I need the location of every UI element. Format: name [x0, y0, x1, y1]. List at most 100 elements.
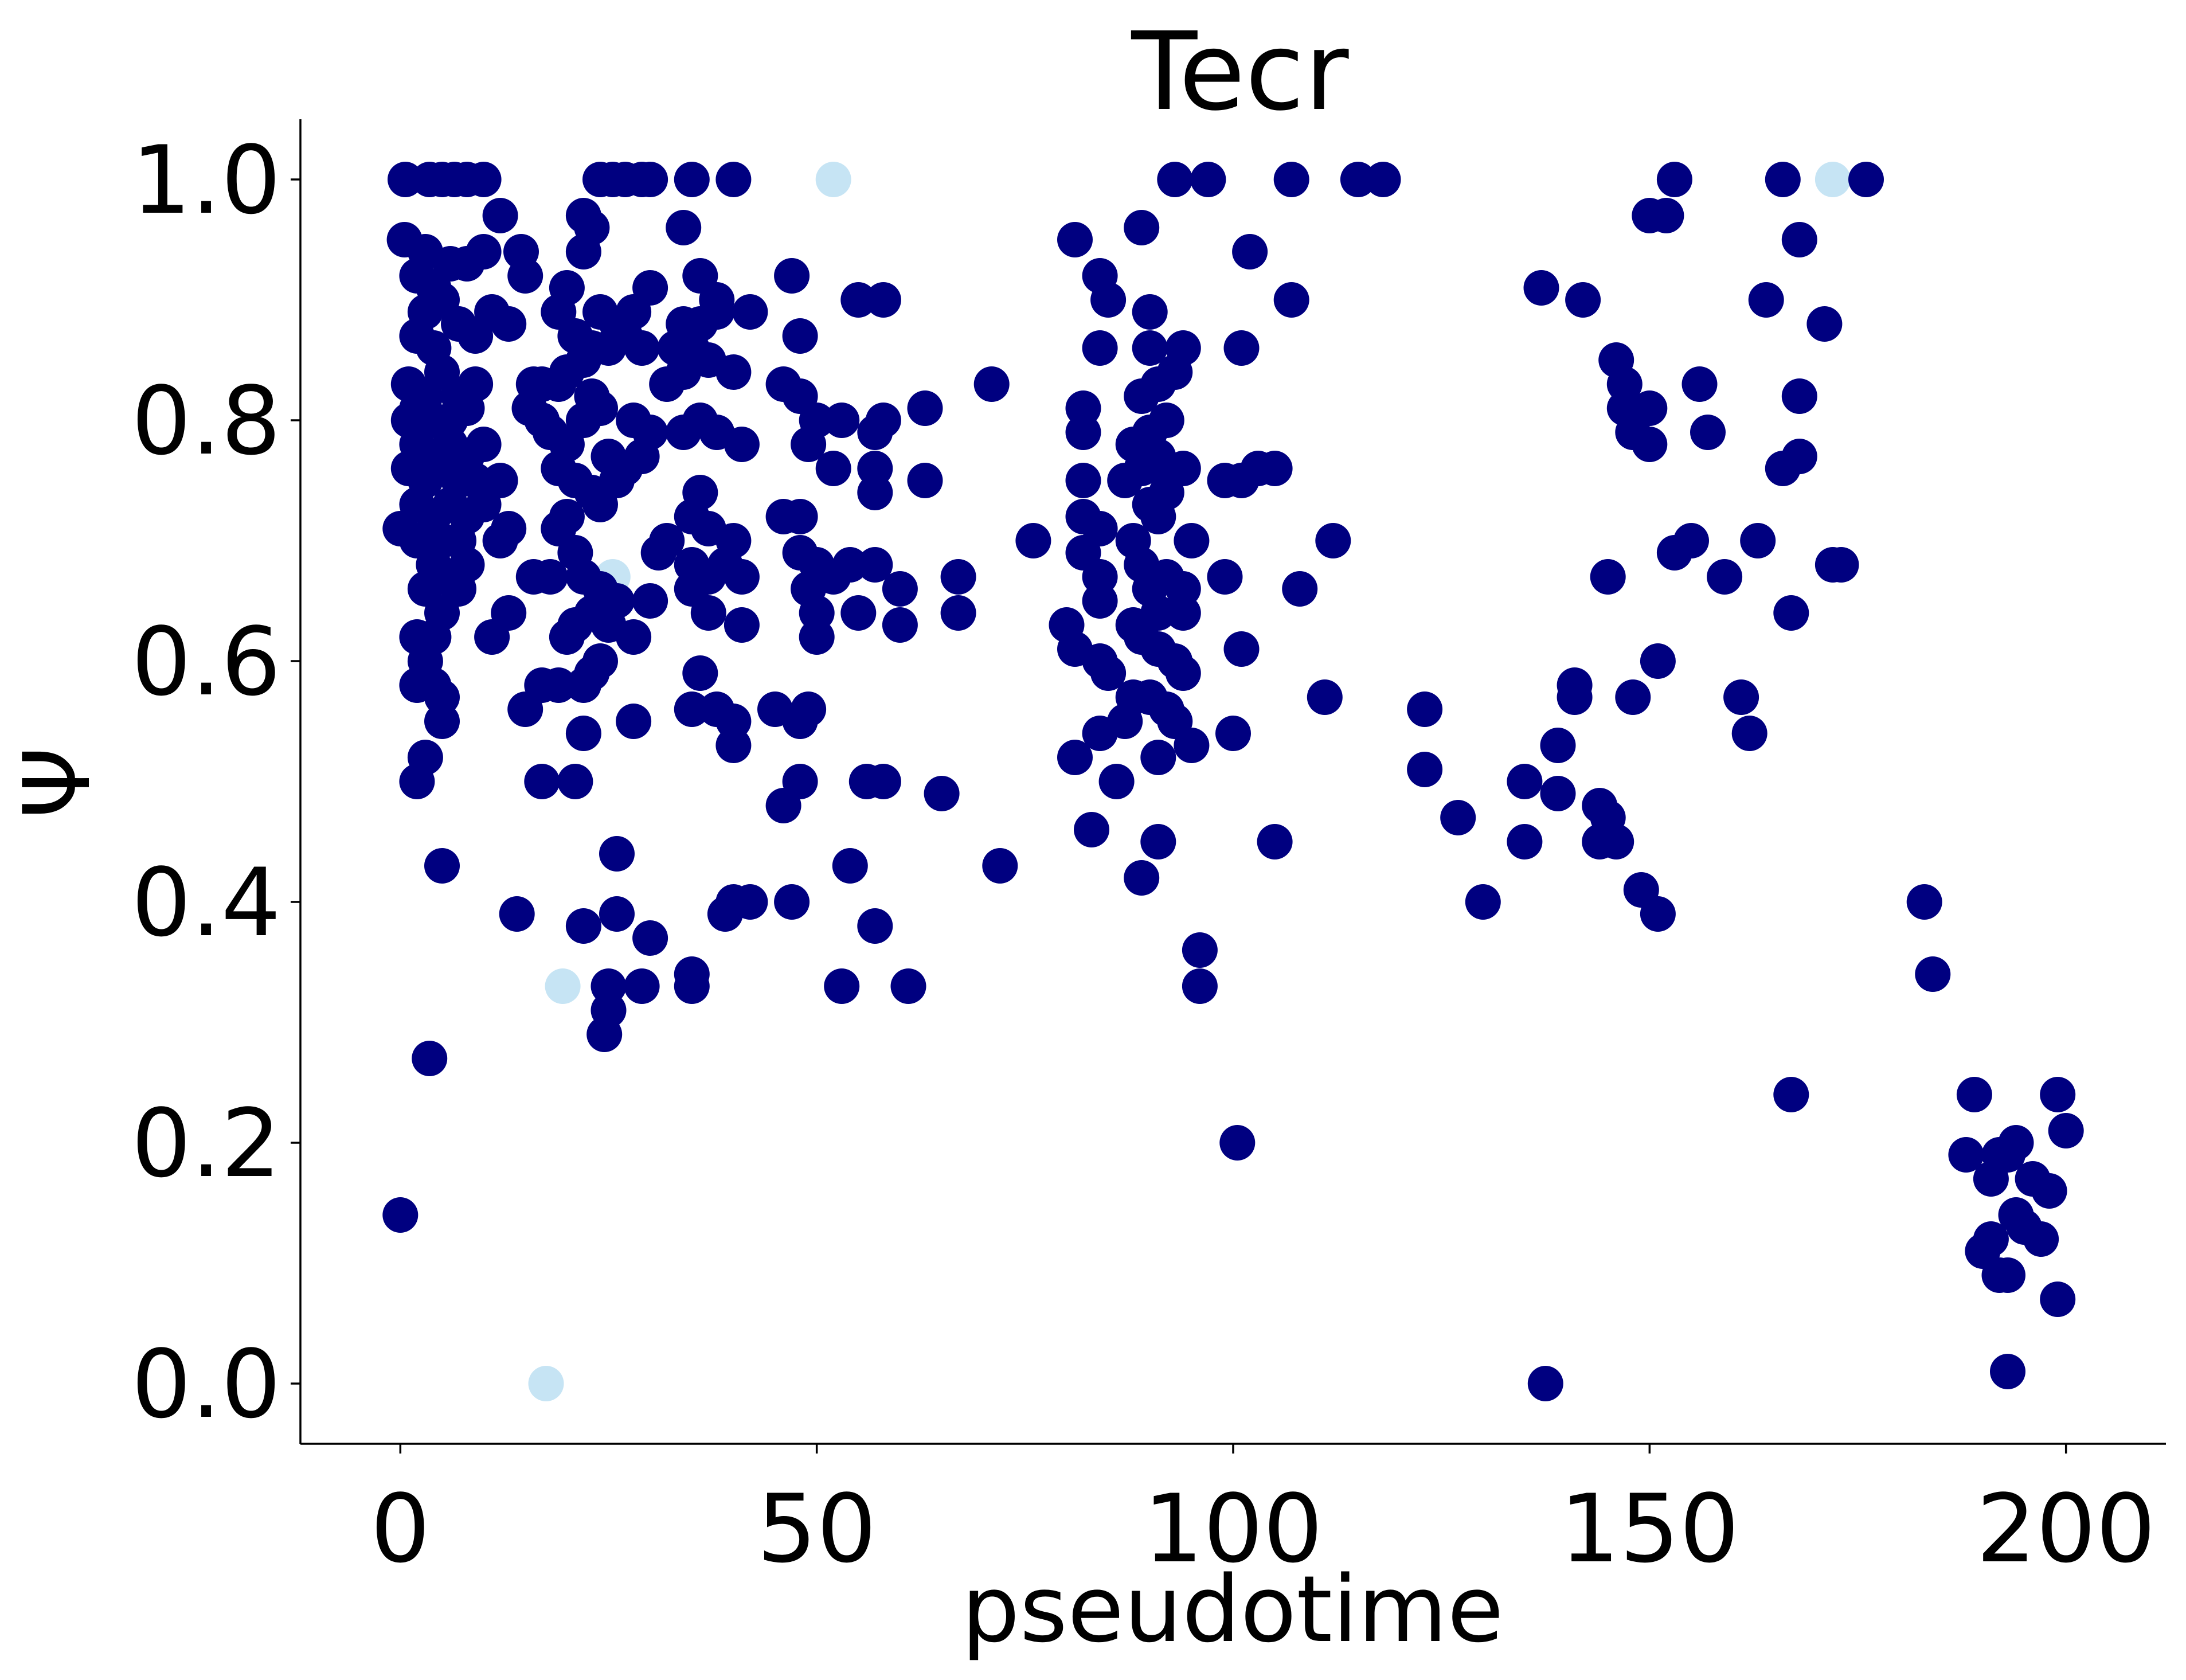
data-point: [632, 583, 668, 619]
data-point: [1090, 282, 1127, 318]
data-point: [865, 282, 901, 318]
data-point: [1656, 162, 1692, 197]
data-point: [1848, 162, 1884, 197]
data-point: [499, 896, 535, 932]
data-point: [399, 764, 435, 799]
data-point: [782, 764, 818, 799]
data-point: [1365, 162, 1401, 197]
data-point: [799, 619, 835, 655]
data-point: [424, 704, 460, 739]
data-point: [466, 427, 502, 462]
data-point: [2023, 1221, 2059, 1257]
data-point: [1257, 824, 1293, 859]
data-point: [724, 427, 760, 462]
data-point: [1098, 764, 1135, 799]
data-point: [1124, 860, 1160, 896]
data-point: [715, 728, 752, 763]
data-point: [1707, 559, 1743, 595]
y-tick-label: 0.6: [131, 607, 281, 717]
scatter-points: [382, 162, 2084, 1401]
data-point: [1640, 643, 1676, 679]
data-point: [1632, 390, 1668, 426]
data-point: [1781, 222, 1817, 257]
data-point: [565, 342, 601, 378]
y-axis-label: Ψ: [3, 747, 111, 819]
data-point: [1681, 366, 1718, 402]
data-point: [1973, 1221, 2009, 1257]
data-point: [599, 896, 635, 932]
y-tick-label: 1.0: [131, 126, 281, 235]
data-point: [640, 535, 676, 571]
data-point: [1615, 679, 1651, 715]
data-point: [666, 210, 702, 245]
data-point: [1315, 523, 1351, 558]
data-point: [1057, 222, 1093, 257]
data-point: [982, 848, 1018, 884]
data-point: [1232, 234, 1268, 269]
x-axis-ticks: 0 50 100 150 200: [370, 1444, 2156, 1584]
data-point: [1219, 1125, 1256, 1161]
data-point: [1057, 740, 1093, 775]
data-point: [1507, 764, 1543, 799]
data-point: [1407, 691, 1443, 727]
data-point: [557, 764, 593, 799]
data-point: [1207, 559, 1243, 595]
data-point: [616, 704, 652, 739]
data-point: [1990, 1354, 2025, 1389]
data-point: [1773, 595, 1809, 631]
data-point: [1673, 523, 1709, 558]
data-point: [624, 330, 660, 366]
data-point: [1082, 330, 1118, 366]
data-point: [1731, 716, 1767, 751]
data-point: [649, 366, 685, 402]
data-point: [924, 776, 960, 811]
data-point: [541, 366, 577, 402]
data-point: [1065, 463, 1101, 498]
x-tick-label: 200: [1976, 1474, 2156, 1584]
chart-title: Tecr: [1131, 9, 1349, 135]
data-point: [1132, 294, 1168, 330]
data-point: [1948, 1137, 1984, 1173]
data-point: [1273, 282, 1309, 318]
data-point: [565, 234, 601, 269]
data-point: [1806, 306, 1843, 342]
data-point: [1140, 740, 1176, 775]
data-point: [857, 908, 893, 944]
data-point: [1015, 523, 1051, 558]
data-point: [1165, 595, 1201, 631]
data-point: [940, 595, 976, 631]
data-point: [682, 655, 718, 691]
data-point: [616, 619, 652, 655]
data-point: [1082, 583, 1118, 619]
data-point: [599, 836, 635, 872]
data-point: [449, 390, 485, 426]
x-axis-label: pseudotime: [961, 1556, 1504, 1663]
data-point: [1915, 956, 1951, 992]
data-point: [1157, 162, 1193, 197]
data-point: [1990, 1257, 2025, 1293]
data-point: [1906, 884, 1942, 920]
data-point: [482, 198, 518, 233]
data-point: [1723, 679, 1759, 715]
data-point: [1598, 824, 1634, 859]
data-point: [528, 1366, 564, 1401]
data-point: [1257, 451, 1293, 486]
data-point: [599, 463, 635, 498]
data-point: [545, 968, 581, 1004]
data-point: [586, 1017, 623, 1052]
data-point: [466, 162, 502, 197]
data-point: [632, 415, 668, 450]
data-point: [1165, 451, 1201, 486]
data-point: [1165, 655, 1201, 691]
data-point: [1632, 427, 1668, 462]
data-point: [1765, 162, 1801, 197]
data-point: [857, 475, 893, 510]
data-point: [524, 764, 560, 799]
data-point: [1507, 824, 1543, 859]
data-point: [865, 764, 901, 799]
data-point: [674, 691, 710, 727]
data-point: [1182, 968, 1218, 1004]
data-point: [565, 716, 601, 751]
data-point: [632, 920, 668, 956]
y-axis-ticks: 0.0 0.2 0.4 0.6 0.8 1.0: [131, 126, 300, 1439]
